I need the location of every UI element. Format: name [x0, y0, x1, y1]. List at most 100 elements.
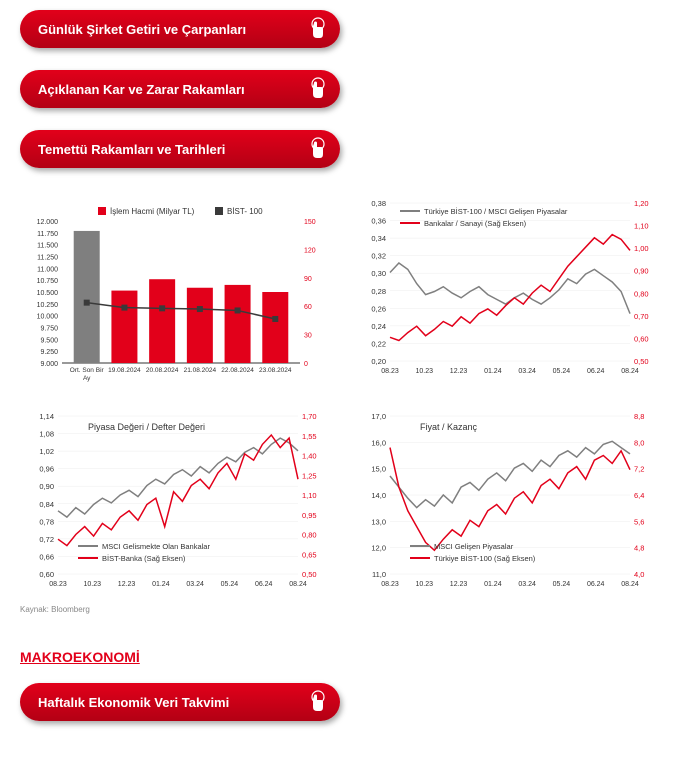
svg-text:0,66: 0,66 — [39, 552, 54, 561]
svg-text:03.24: 03.24 — [518, 368, 536, 375]
svg-text:20.08.2024: 20.08.2024 — [146, 367, 179, 374]
svg-text:0,84: 0,84 — [39, 500, 54, 509]
button-returns-multiples[interactable]: Günlük Şirket Getiri ve Çarpanları — [20, 10, 340, 48]
charts-grid: İşlem Hacmi (Milyar TL)BİST- 10012.00011… — [20, 193, 666, 601]
svg-text:08.23: 08.23 — [381, 368, 399, 375]
svg-text:Türkiye BİST-100 / MSCI Gelişe: Türkiye BİST-100 / MSCI Gelişen Piyasala… — [424, 207, 568, 216]
button-econ-calendar[interactable]: Haftalık Ekonomik Veri Takvimi — [20, 683, 340, 721]
svg-text:0,90: 0,90 — [634, 267, 649, 276]
svg-text:9.500: 9.500 — [40, 337, 58, 344]
svg-text:6,4: 6,4 — [634, 491, 644, 500]
chart-pe-ratio: 17,016,015,014,013,012,011,08,88,07,26,4… — [352, 406, 666, 601]
svg-text:1,70: 1,70 — [302, 412, 317, 421]
svg-text:0,80: 0,80 — [634, 289, 649, 298]
svg-text:0,65: 0,65 — [302, 550, 317, 559]
svg-text:12.23: 12.23 — [118, 581, 136, 588]
svg-text:0: 0 — [304, 361, 308, 368]
svg-text:10.500: 10.500 — [37, 290, 59, 297]
svg-text:12,0: 12,0 — [371, 544, 386, 553]
svg-text:90: 90 — [304, 276, 312, 283]
svg-text:05.24: 05.24 — [221, 581, 239, 588]
svg-text:0,95: 0,95 — [302, 511, 317, 520]
pointer-icon — [302, 689, 328, 715]
svg-text:1,40: 1,40 — [302, 452, 317, 461]
svg-text:17,0: 17,0 — [371, 412, 386, 421]
svg-text:10.23: 10.23 — [416, 368, 434, 375]
svg-text:Bankalar / Sanayi (Sağ Eksen): Bankalar / Sanayi (Sağ Eksen) — [424, 219, 527, 228]
svg-text:11.750: 11.750 — [37, 231, 58, 238]
svg-text:11.500: 11.500 — [37, 243, 58, 250]
svg-text:06.24: 06.24 — [587, 581, 605, 588]
svg-text:11,0: 11,0 — [372, 570, 386, 579]
svg-text:0,90: 0,90 — [39, 482, 54, 491]
svg-text:08.24: 08.24 — [621, 368, 639, 375]
svg-text:0,28: 0,28 — [371, 287, 386, 296]
svg-text:Ay: Ay — [83, 375, 91, 382]
svg-text:1,08: 1,08 — [39, 430, 54, 439]
svg-text:14,0: 14,0 — [371, 491, 386, 500]
svg-text:08.24: 08.24 — [621, 581, 639, 588]
svg-text:12.000: 12.000 — [37, 219, 59, 226]
svg-text:12.23: 12.23 — [450, 368, 468, 375]
svg-text:0,70: 0,70 — [634, 312, 649, 321]
chart-msci-ratio: 0,380,360,340,320,300,280,260,240,220,20… — [352, 193, 666, 388]
svg-text:BİST-Banka (Sağ Eksen): BİST-Banka (Sağ Eksen) — [102, 554, 186, 563]
chart-volume-bist: İşlem Hacmi (Milyar TL)BİST- 10012.00011… — [20, 193, 334, 388]
svg-text:0,96: 0,96 — [39, 465, 54, 474]
svg-text:MSCI Gelişen Piyasalar: MSCI Gelişen Piyasalar — [434, 542, 514, 551]
svg-text:1,25: 1,25 — [302, 471, 317, 480]
svg-text:9.750: 9.750 — [40, 326, 58, 333]
svg-text:0,50: 0,50 — [302, 570, 317, 579]
svg-text:Fiyat / Kazanç: Fiyat / Kazanç — [420, 422, 478, 432]
svg-text:1,00: 1,00 — [634, 244, 649, 253]
svg-text:1,14: 1,14 — [39, 412, 54, 421]
svg-text:MSCI Gelismekte Olan Bankalar: MSCI Gelismekte Olan Bankalar — [102, 542, 210, 551]
svg-text:06.24: 06.24 — [587, 368, 605, 375]
section-macroeconomy: MAKROEKONOMİ — [20, 649, 666, 665]
button-profit-loss[interactable]: Açıklanan Kar ve Zarar Rakamları — [20, 70, 340, 108]
svg-text:1,10: 1,10 — [302, 491, 317, 500]
svg-text:16,0: 16,0 — [371, 438, 386, 447]
svg-text:03.24: 03.24 — [186, 581, 204, 588]
svg-text:0,78: 0,78 — [39, 517, 54, 526]
svg-text:0,38: 0,38 — [371, 199, 386, 208]
svg-text:Ort. Son Bir: Ort. Son Bir — [70, 367, 105, 374]
svg-text:10.23: 10.23 — [84, 581, 102, 588]
svg-text:10.23: 10.23 — [416, 581, 434, 588]
svg-text:10.250: 10.250 — [37, 302, 59, 309]
svg-text:30: 30 — [304, 333, 312, 340]
svg-text:4,8: 4,8 — [634, 544, 644, 553]
svg-text:12.23: 12.23 — [450, 581, 468, 588]
svg-text:21.08.2024: 21.08.2024 — [184, 367, 217, 374]
svg-text:11.000: 11.000 — [37, 266, 58, 273]
svg-text:0,24: 0,24 — [371, 322, 386, 331]
svg-text:1,10: 1,10 — [634, 222, 649, 231]
pointer-icon — [302, 76, 328, 102]
pointer-icon — [302, 136, 328, 162]
button-label: Haftalık Ekonomik Veri Takvimi — [38, 695, 229, 710]
svg-text:7,2: 7,2 — [634, 465, 644, 474]
svg-text:10.000: 10.000 — [37, 314, 59, 321]
svg-text:0,20: 0,20 — [371, 357, 386, 366]
svg-text:0,60: 0,60 — [634, 334, 649, 343]
button-label: Temettü Rakamları ve Tarihleri — [38, 142, 225, 157]
svg-text:03.24: 03.24 — [518, 581, 536, 588]
svg-text:0,26: 0,26 — [371, 304, 386, 313]
svg-text:0,30: 0,30 — [371, 269, 386, 278]
svg-text:11.250: 11.250 — [37, 255, 58, 262]
svg-text:0,22: 0,22 — [371, 339, 386, 348]
svg-text:Piyasa Değeri / Defter Değeri: Piyasa Değeri / Defter Değeri — [88, 422, 205, 432]
source-note: Kaynak: Bloomberg — [20, 605, 666, 614]
svg-text:İşlem Hacmi (Milyar TL): İşlem Hacmi (Milyar TL) — [110, 207, 195, 216]
button-dividends[interactable]: Temettü Rakamları ve Tarihleri — [20, 130, 340, 168]
svg-text:01.24: 01.24 — [152, 581, 170, 588]
svg-text:01.24: 01.24 — [484, 581, 502, 588]
svg-text:05.24: 05.24 — [553, 581, 571, 588]
svg-text:0,72: 0,72 — [39, 535, 54, 544]
button-label: Açıklanan Kar ve Zarar Rakamları — [38, 82, 245, 97]
svg-text:19.08.2024: 19.08.2024 — [108, 367, 141, 374]
svg-text:8,8: 8,8 — [634, 412, 644, 421]
svg-text:08.23: 08.23 — [49, 581, 67, 588]
svg-text:1,55: 1,55 — [302, 432, 317, 441]
svg-text:08.24: 08.24 — [289, 581, 307, 588]
